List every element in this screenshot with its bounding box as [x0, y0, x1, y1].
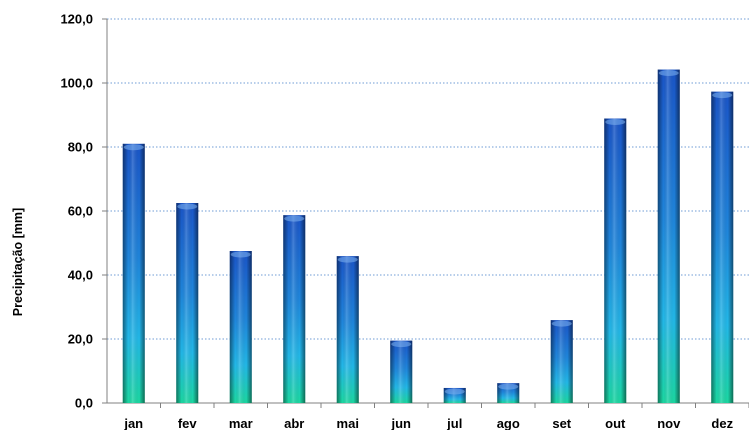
bar-cap	[605, 119, 626, 126]
bar-cap	[551, 320, 572, 327]
y-tick-labels: 0,0 20,0 40,0 60,0 80,0 100,0 120,0	[60, 12, 93, 411]
bar	[443, 387, 466, 403]
x-tick-labels: jan fev mar abr mai jun jul ago set out nov dez	[123, 416, 733, 430]
y-tick-label: 40,0	[68, 268, 93, 283]
bar	[176, 203, 199, 403]
bar-cap	[444, 388, 465, 395]
y-tick-label: 60,0	[68, 204, 93, 219]
bar-cap	[712, 92, 733, 99]
x-tick-label: fev	[178, 416, 198, 430]
bar-shading	[711, 91, 734, 403]
bar	[550, 320, 573, 403]
x-tick-label: ago	[497, 416, 520, 430]
x-tick-label: jul	[446, 416, 462, 430]
bar	[604, 118, 627, 404]
axes	[102, 18, 749, 408]
gridlines	[107, 18, 749, 340]
x-tick-label: jun	[391, 416, 412, 430]
bar	[122, 143, 145, 404]
bar-shading	[336, 256, 359, 403]
bar	[229, 251, 252, 403]
x-tick-label: dez	[711, 416, 733, 430]
y-axis-label: Precipitação [mm]	[11, 208, 25, 316]
bar-cap	[230, 251, 251, 258]
y-tick-label: 120,0	[60, 12, 93, 27]
bar-shading	[122, 143, 145, 404]
bar-shading	[657, 69, 680, 403]
bar-cap	[123, 144, 144, 151]
y-tick-label: 100,0	[60, 76, 93, 91]
bars	[122, 69, 734, 404]
bar-cap	[498, 383, 519, 390]
bar	[283, 215, 306, 403]
x-tick-label: abr	[284, 416, 304, 430]
bar-cap	[391, 341, 412, 348]
x-tick-label: out	[605, 416, 626, 430]
bar-cap	[337, 256, 358, 263]
x-tick-label: nov	[657, 416, 681, 430]
bar	[711, 91, 734, 403]
x-tick-label: jan	[123, 416, 143, 430]
bar-shading	[283, 215, 306, 403]
y-tick-label: 80,0	[68, 140, 93, 155]
bar-cap	[284, 215, 305, 222]
bar	[336, 256, 359, 403]
bar-shading	[550, 320, 573, 403]
bar-shading	[604, 118, 627, 404]
bar	[497, 383, 520, 403]
bar	[390, 340, 413, 403]
bar-shading	[176, 203, 199, 403]
y-tick-label: 20,0	[68, 332, 93, 347]
x-tick-label: set	[552, 416, 571, 430]
bar	[657, 69, 680, 403]
bar-cap	[177, 203, 198, 210]
y-tick-label: 0,0	[75, 396, 93, 411]
bar-shading	[229, 251, 252, 403]
bar-cap	[658, 70, 679, 77]
x-tick-label: mar	[229, 416, 253, 430]
bar-shading	[390, 340, 413, 403]
x-tick-label: mai	[337, 416, 359, 430]
